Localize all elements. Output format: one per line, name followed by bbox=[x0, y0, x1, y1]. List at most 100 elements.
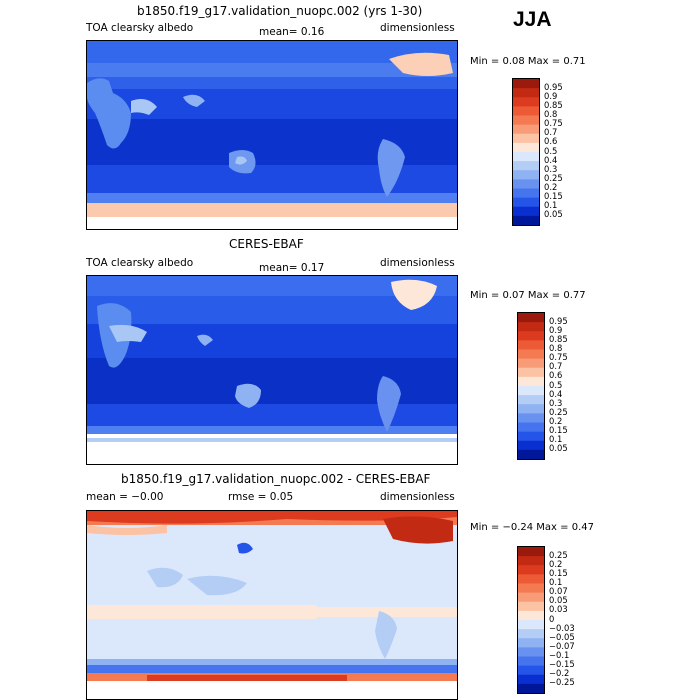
colorbar-swatch bbox=[518, 422, 544, 433]
panel3-cbar-label: 0.2 bbox=[549, 558, 563, 569]
colorbar-swatch bbox=[518, 367, 544, 378]
colorbar-swatch bbox=[518, 574, 544, 585]
colorbar-swatch bbox=[513, 215, 539, 225]
panel2-colorbar-labels: 0.95 0.9 0.85 0.8 0.75 0.7 0.6 0.5 0.4 0… bbox=[549, 312, 599, 458]
panel1-cbar-label: 0.05 bbox=[544, 209, 563, 220]
panel1-minmax: Min = 0.08 Max = 0.71 bbox=[470, 56, 586, 67]
panel2-cbar-label: 0.95 bbox=[549, 315, 568, 326]
panel3-cbar-label: 0.03 bbox=[549, 604, 568, 615]
colorbar-swatch bbox=[513, 142, 539, 153]
panel3-cbar-label: −0.07 bbox=[549, 640, 575, 651]
panel1-mean: mean= 0.16 bbox=[259, 26, 325, 38]
colorbar-swatch bbox=[513, 170, 539, 180]
colorbar-swatch bbox=[518, 395, 544, 405]
panel1-cbar-label: 0.1 bbox=[544, 200, 558, 211]
panel3-map bbox=[86, 510, 458, 700]
panel2-field-label: TOA clearsky albedo bbox=[86, 257, 194, 269]
panel2-map bbox=[86, 275, 458, 465]
colorbar-swatch bbox=[518, 610, 544, 621]
colorbar-swatch bbox=[518, 313, 544, 323]
panel3-cbar-label: −0.15 bbox=[549, 659, 575, 670]
panel2-cbar-label: 0.7 bbox=[549, 361, 563, 372]
panel3-cbar-label: 0.07 bbox=[549, 586, 568, 597]
panel2-cbar-label: 0.8 bbox=[549, 343, 563, 353]
panel2-cbar-label: 0.75 bbox=[549, 352, 568, 363]
colorbar-swatch bbox=[518, 440, 544, 451]
panel1-colorbar-labels: 0.95 0.9 0.85 0.8 0.75 0.7 0.6 0.5 0.4 0… bbox=[544, 78, 594, 224]
panel1-field-label: TOA clearsky albedo bbox=[86, 22, 194, 34]
colorbar-swatch bbox=[513, 179, 539, 190]
panel3-cbar-label: −0.1 bbox=[549, 650, 570, 660]
panel3-colorbar bbox=[517, 546, 545, 694]
panel1-title: b1850.f19_g17.validation_nuopc.002 (yrs … bbox=[137, 4, 423, 18]
colorbar-swatch bbox=[518, 431, 544, 442]
panel2-mean: mean= 0.17 bbox=[259, 262, 325, 274]
panel3-cbar-label: −0.05 bbox=[549, 631, 575, 642]
panel3-cbar-label: 0.05 bbox=[549, 595, 568, 606]
panel2-cbar-label: 0.6 bbox=[549, 370, 563, 381]
panel1-map bbox=[86, 40, 458, 230]
panel2-cbar-label: 0.25 bbox=[549, 406, 568, 417]
panel2-cbar-label: 0.2 bbox=[549, 416, 563, 426]
colorbar-swatch bbox=[518, 547, 544, 557]
panel1-units: dimensionless bbox=[380, 22, 455, 34]
colorbar-swatch bbox=[513, 161, 539, 171]
panel3-minmax: Min = −0.24 Max = 0.47 bbox=[470, 522, 594, 533]
panel3-colorbar-labels: 0.25 0.2 0.15 0.1 0.07 0.05 0.03 0 −0.03… bbox=[549, 546, 599, 692]
panel3-title: b1850.f19_g17.validation_nuopc.002 - CER… bbox=[121, 472, 431, 486]
panel2-cbar-label: 0.4 bbox=[549, 388, 563, 399]
panel3-cbar-label: −0.2 bbox=[549, 668, 570, 679]
colorbar-swatch bbox=[518, 674, 544, 685]
panel2-units: dimensionless bbox=[380, 257, 455, 269]
panel2-colorbar bbox=[517, 312, 545, 460]
colorbar-swatch bbox=[513, 88, 539, 98]
panel2-minmax: Min = 0.07 Max = 0.77 bbox=[470, 290, 586, 301]
panel2-cbar-label: 0.15 bbox=[549, 425, 568, 436]
panel3-mean: mean = −0.00 bbox=[86, 491, 164, 503]
panel1-cbar-label: 0.9 bbox=[544, 90, 558, 101]
colorbar-swatch bbox=[518, 556, 544, 566]
colorbar-swatch bbox=[513, 133, 539, 144]
panel3-cbar-label: 0.25 bbox=[549, 549, 568, 560]
colorbar-swatch bbox=[513, 97, 539, 107]
panel2-cbar-label: 0.1 bbox=[549, 434, 563, 445]
panel2-cbar-label: 0.5 bbox=[549, 379, 563, 390]
colorbar-swatch bbox=[518, 629, 544, 639]
colorbar-swatch bbox=[513, 106, 539, 117]
colorbar-swatch bbox=[513, 152, 539, 162]
colorbar-swatch bbox=[513, 115, 539, 126]
panel1-cbar-label: 0.85 bbox=[544, 99, 563, 110]
panel2-cbar-label: 0.85 bbox=[549, 333, 568, 344]
panel1-cbar-label: 0.95 bbox=[544, 81, 563, 92]
panel1-cbar-label: 0.7 bbox=[544, 127, 558, 138]
colorbar-swatch bbox=[518, 638, 544, 648]
colorbar-swatch bbox=[518, 413, 544, 424]
season-label: JJA bbox=[513, 8, 552, 31]
colorbar-swatch bbox=[518, 404, 544, 414]
colorbar-swatch bbox=[518, 583, 544, 594]
colorbar-swatch bbox=[518, 322, 544, 332]
panel1-cbar-label: 0.4 bbox=[544, 154, 558, 165]
panel3-cbar-label: 0.1 bbox=[549, 577, 563, 587]
panel1-cbar-label: 0.6 bbox=[544, 136, 558, 147]
panel3-units: dimensionless bbox=[380, 491, 455, 503]
panel1-cbar-label: 0.3 bbox=[544, 163, 558, 174]
panel3-cbar-label: 0.15 bbox=[549, 567, 568, 578]
colorbar-swatch bbox=[518, 565, 544, 575]
colorbar-swatch bbox=[513, 197, 539, 208]
colorbar-swatch bbox=[518, 331, 544, 341]
panel1-colorbar bbox=[512, 78, 540, 226]
panel3-cbar-label: 0 bbox=[549, 613, 555, 624]
colorbar-swatch bbox=[518, 647, 544, 658]
colorbar-swatch bbox=[518, 449, 544, 459]
colorbar-swatch bbox=[518, 340, 544, 351]
colorbar-swatch bbox=[518, 620, 544, 630]
panel1-cbar-label: 0.8 bbox=[544, 109, 558, 119]
colorbar-swatch bbox=[518, 683, 544, 693]
panel3-cbar-label: −0.25 bbox=[549, 677, 575, 688]
colorbar-swatch bbox=[518, 601, 544, 612]
panel2-cbar-label: 0.05 bbox=[549, 443, 568, 454]
colorbar-swatch bbox=[518, 376, 544, 387]
colorbar-swatch bbox=[518, 386, 544, 396]
panel1-cbar-label: 0.75 bbox=[544, 118, 563, 129]
